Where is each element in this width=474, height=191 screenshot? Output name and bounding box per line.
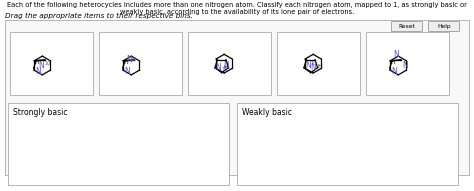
Bar <box>5 20 469 175</box>
Text: N: N <box>124 67 129 76</box>
Text: H: H <box>224 65 228 70</box>
Text: Each of the following heterocycles includes more than one nitrogen atom. Classif: Each of the following heterocycles inclu… <box>7 2 467 15</box>
Text: H: H <box>124 60 128 65</box>
Text: N: N <box>215 63 221 72</box>
Text: Reset: Reset <box>399 24 415 29</box>
Text: 10: 10 <box>130 57 137 62</box>
Bar <box>277 32 360 95</box>
Bar <box>366 32 449 95</box>
Text: Weakly basic: Weakly basic <box>242 108 292 117</box>
Text: N: N <box>305 61 311 70</box>
Text: Strongly basic: Strongly basic <box>13 108 67 117</box>
Text: Help: Help <box>437 24 451 29</box>
Bar <box>8 103 229 185</box>
Text: N: N <box>393 50 399 59</box>
Text: 10: 10 <box>45 61 51 66</box>
Text: H: H <box>35 60 39 65</box>
Bar <box>10 32 93 95</box>
Bar <box>188 32 271 95</box>
Text: N: N <box>223 61 229 70</box>
FancyBboxPatch shape <box>392 22 422 32</box>
Text: N: N <box>391 67 397 76</box>
Bar <box>237 103 458 185</box>
Text: H: H <box>317 64 322 69</box>
Text: N: N <box>127 55 132 64</box>
Text: N: N <box>38 61 44 70</box>
Text: N: N <box>310 63 316 72</box>
Text: 10: 10 <box>222 67 228 72</box>
Text: 10: 10 <box>311 61 317 66</box>
Text: N: N <box>35 67 41 76</box>
FancyBboxPatch shape <box>428 22 459 32</box>
Bar <box>99 32 182 95</box>
Text: H: H <box>391 60 396 65</box>
Text: Drag the appropriate items to their respective bins.: Drag the appropriate items to their resp… <box>5 13 193 19</box>
Text: N: N <box>402 61 408 70</box>
